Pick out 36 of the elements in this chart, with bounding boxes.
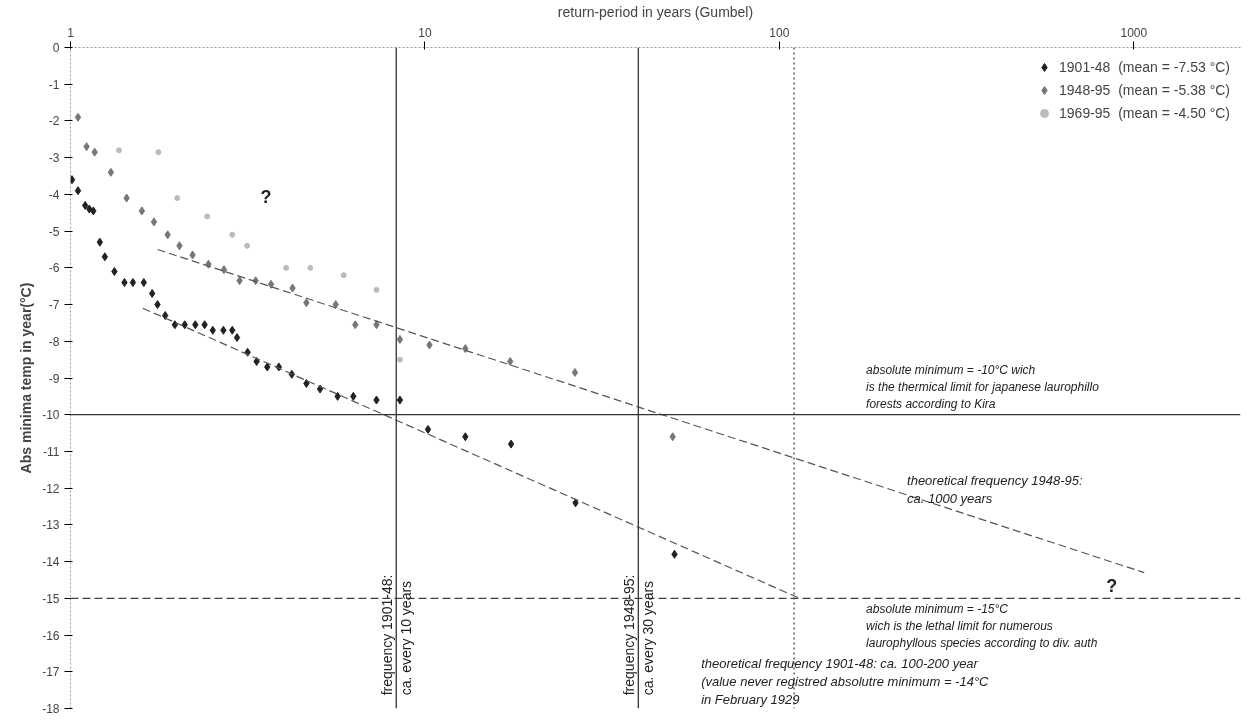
y-tick-label: -14 — [42, 555, 60, 570]
annotation: ? — [1106, 575, 1118, 596]
y-tick-label: -12 — [42, 481, 60, 496]
annotation: theoretical frequency 1948-95: ca. 1000 years — [907, 473, 1084, 507]
x-tick-label: 100 — [769, 25, 790, 40]
y-tick-label: -9 — [48, 371, 60, 386]
y-tick-label: -4 — [48, 187, 60, 202]
y-tick-label: -2 — [48, 114, 60, 129]
ref-line-label: frequency 1901-48: ca. every 10 years — [378, 574, 414, 696]
x-tick-label: 1 — [67, 25, 75, 40]
y-tick-label: -15 — [42, 591, 60, 606]
y-axis-title: Abs minima temp in year(°C) — [18, 282, 35, 474]
annotation: theoretical frequency 1901-48: ca. 100-200 year (value never registred absolutre minimum = -14°C in February 1929 — [701, 655, 990, 707]
legend-label: 1948-95 (mean = -5.38 °C) — [1059, 82, 1230, 98]
y-tick-label: -1 — [48, 77, 60, 92]
ref-line-label: absolute minimum = -10°C wich is the thermical limit for japanese laurophillo forests according to Kira — [866, 363, 1100, 411]
y-tick-label: -7 — [48, 298, 60, 313]
y-tick-label: 0 — [52, 41, 60, 55]
y-tick-label: -10 — [42, 408, 60, 423]
y-tick-label: -16 — [42, 628, 60, 643]
y-tick-label: -13 — [42, 518, 60, 533]
annotation: ? — [260, 186, 272, 207]
y-tick-label: -3 — [48, 151, 60, 166]
ref-line-label: frequency 1948-95: ca. every 30 years — [620, 574, 656, 696]
x-axis-title: return-period in years (Gumbel) — [557, 3, 754, 20]
x-tick-label: 10 — [418, 25, 432, 40]
y-tick-label: -11 — [43, 444, 60, 459]
legend-label: 1969-95 (mean = -4.50 °C) — [1059, 105, 1230, 121]
y-tick-label: -5 — [48, 224, 60, 239]
ref-line-label: absolute minimum = -15°C wich is the lethal limit for numerous laurophyllous species according to div. auth — [866, 602, 1098, 650]
x-tick-label: 1000 — [1120, 25, 1148, 40]
y-tick-label: -8 — [48, 334, 60, 349]
y-tick-label: -6 — [48, 261, 60, 276]
y-tick-label: -18 — [42, 702, 60, 716]
y-tick-label: -17 — [42, 665, 60, 680]
legend-label: 1901-48 (mean = -7.53 °C) — [1059, 59, 1230, 75]
